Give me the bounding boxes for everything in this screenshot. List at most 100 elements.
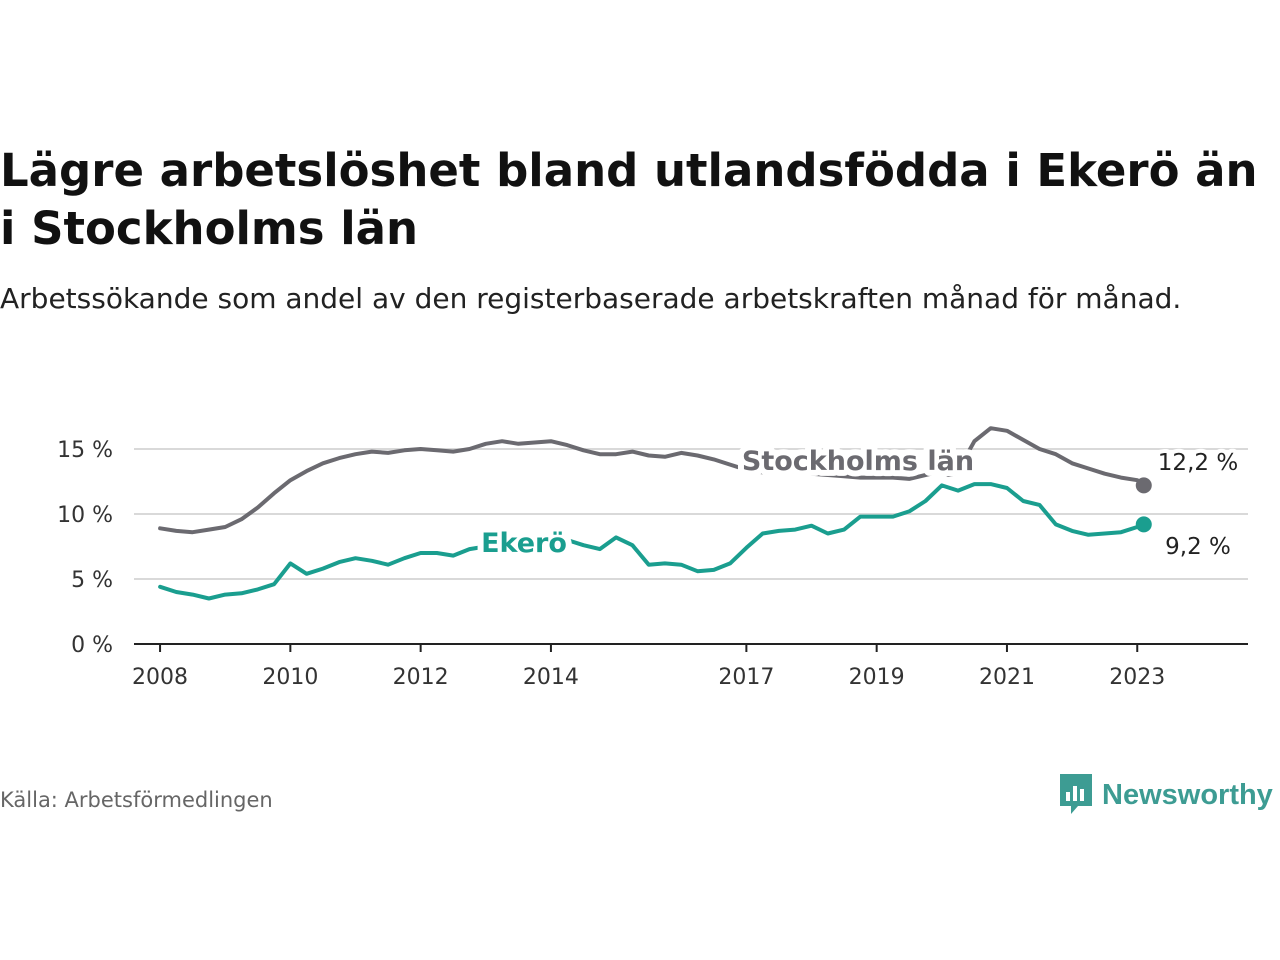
data-point-ekero xyxy=(957,489,960,492)
data-point-stockholm xyxy=(289,479,292,482)
data-point-ekero xyxy=(354,557,357,560)
data-point-stockholm xyxy=(501,440,504,443)
data-point-ekero xyxy=(631,544,634,547)
data-point-stockholm xyxy=(354,453,357,456)
data-point-ekero xyxy=(435,552,438,555)
x-tick-label: 2017 xyxy=(718,665,774,690)
brand-name: Newsworthy xyxy=(1102,778,1273,811)
data-point-ekero xyxy=(794,528,797,531)
line-chart: 0 %5 %10 %15 % 2008 2010 2012 2014 2017 2019 2… xyxy=(57,426,1248,690)
data-point-stockholm xyxy=(663,455,666,458)
data-point-ekero xyxy=(940,484,943,487)
data-point-stockholm xyxy=(549,440,552,443)
data-point-ekero xyxy=(582,544,585,547)
data-point-stockholm xyxy=(256,506,259,509)
data-point-stockholm xyxy=(159,527,162,530)
data-point-stockholm xyxy=(533,441,536,444)
end-marker-ekero xyxy=(1135,516,1152,533)
data-point-stockholm xyxy=(191,531,194,534)
x-tick-label: 2019 xyxy=(849,665,905,690)
series-label-stockholm: Stockholms län xyxy=(742,446,974,477)
data-point-ekero xyxy=(777,529,780,532)
data-point-stockholm xyxy=(696,454,699,457)
data-point-ekero xyxy=(729,562,732,565)
data-point-stockholm xyxy=(647,454,650,457)
y-tick-label: 5 % xyxy=(71,568,113,593)
data-point-ekero xyxy=(191,593,194,596)
data-point-stockholm xyxy=(452,450,455,453)
data-point-stockholm xyxy=(1005,429,1008,432)
x-tick-label: 2010 xyxy=(262,665,318,690)
data-point-stockholm xyxy=(1071,462,1074,465)
gridlines xyxy=(134,448,1248,580)
data-point-stockholm xyxy=(582,449,585,452)
data-point-ekero xyxy=(1087,533,1090,536)
data-point-ekero xyxy=(370,559,373,562)
data-point-ekero xyxy=(761,532,764,535)
data-point-ekero xyxy=(207,597,210,600)
data-point-stockholm xyxy=(615,453,618,456)
data-point-stockholm xyxy=(419,448,422,451)
data-point-ekero xyxy=(305,572,308,575)
data-point-stockholm xyxy=(370,450,373,453)
data-point-ekero xyxy=(973,483,976,486)
data-point-ekero xyxy=(663,562,666,565)
data-point-stockholm xyxy=(207,528,210,531)
data-point-ekero xyxy=(240,592,243,595)
data-point-ekero xyxy=(419,552,422,555)
data-point-stockholm xyxy=(1054,453,1057,456)
data-point-ekero xyxy=(1022,500,1025,503)
data-point-ekero xyxy=(1071,529,1074,532)
data-point-ekero xyxy=(875,515,878,518)
data-point-ekero xyxy=(908,510,911,513)
data-point-stockholm xyxy=(1103,472,1106,475)
data-point-ekero xyxy=(598,548,601,551)
data-point-ekero xyxy=(175,591,178,594)
data-point-ekero xyxy=(810,524,813,527)
data-point-stockholm xyxy=(305,470,308,473)
data-point-ekero xyxy=(745,546,748,549)
data-point-ekero xyxy=(1054,523,1057,526)
data-point-stockholm xyxy=(240,518,243,521)
data-point-stockholm xyxy=(484,442,487,445)
x-tick-label: 2014 xyxy=(523,665,579,690)
data-point-ekero xyxy=(224,593,227,596)
series-line-stockholm xyxy=(158,426,1146,535)
data-point-stockholm xyxy=(989,427,992,430)
series-line-ekero xyxy=(158,482,1146,601)
data-point-ekero xyxy=(387,563,390,566)
chart-bubble-icon xyxy=(1060,774,1092,814)
data-point-ekero xyxy=(891,515,894,518)
data-point-stockholm xyxy=(566,444,569,447)
chart-subtitle: Arbetssökande som andel av den registerb… xyxy=(0,282,1182,315)
y-tick-label: 10 % xyxy=(57,503,113,528)
data-point-ekero xyxy=(843,528,846,531)
x-tick-label: 2021 xyxy=(979,665,1035,690)
end-value-label-stockholm: 12,2 % xyxy=(1158,450,1238,476)
data-point-stockholm xyxy=(1038,448,1041,451)
data-point-stockholm xyxy=(517,442,520,445)
end-label-halo: 9,2 % xyxy=(1165,534,1231,560)
data-point-ekero xyxy=(826,532,829,535)
data-point-ekero xyxy=(289,562,292,565)
data-point-ekero xyxy=(924,500,927,503)
data-point-ekero xyxy=(680,563,683,566)
data-point-ekero xyxy=(468,548,471,551)
data-point-ekero xyxy=(159,585,162,588)
data-point-stockholm xyxy=(1022,438,1025,441)
data-point-stockholm xyxy=(435,449,438,452)
data-point-stockholm xyxy=(1087,467,1090,470)
y-tick-label: 15 % xyxy=(57,438,113,463)
y-tick-label: 0 % xyxy=(71,633,113,658)
data-point-stockholm xyxy=(680,451,683,454)
end-value-label-ekero: 9,2 % xyxy=(1165,534,1231,560)
data-point-stockholm xyxy=(175,529,178,532)
data-point-stockholm xyxy=(598,453,601,456)
series-label-halo: Ekerö xyxy=(481,528,567,559)
data-point-ekero xyxy=(1119,531,1122,534)
data-point-stockholm xyxy=(712,458,715,461)
data-point-ekero xyxy=(989,483,992,486)
data-point-stockholm xyxy=(273,492,276,495)
data-point-stockholm xyxy=(1119,476,1122,479)
